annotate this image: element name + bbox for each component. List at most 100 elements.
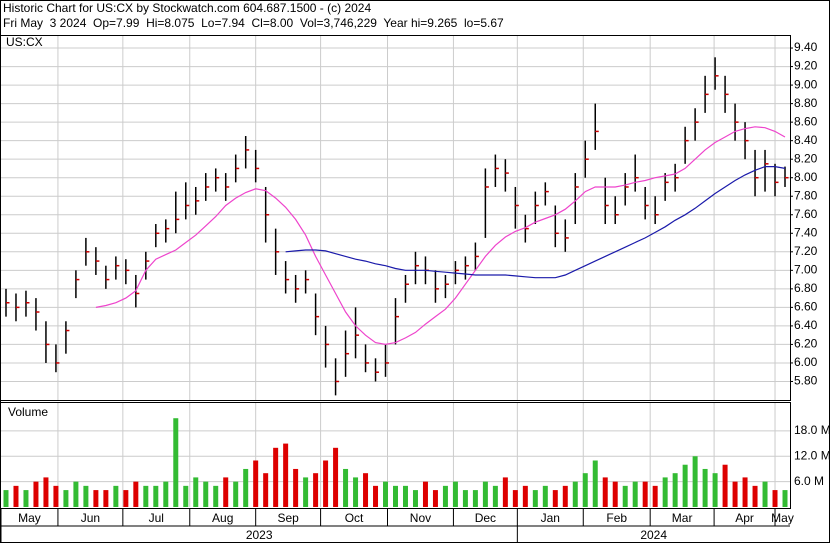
volume-bar <box>283 443 289 507</box>
volume-tick-label: 18.0 M <box>794 423 830 437</box>
y-tick-label: 7.60 <box>794 207 818 221</box>
volume-bar <box>383 481 389 507</box>
y-tick-label: 7.80 <box>794 188 818 202</box>
volume-bar <box>293 468 299 507</box>
volume-bar <box>662 477 668 507</box>
volume-panel <box>0 402 791 509</box>
volume-bar <box>153 485 159 507</box>
volume-bar <box>492 485 498 507</box>
volume-label: Volume <box>8 405 48 419</box>
volume-bar <box>552 490 558 507</box>
x-tick-label: Feb <box>606 511 627 525</box>
volume-bar <box>323 460 329 507</box>
y-tick-label: 8.00 <box>794 170 818 184</box>
y-tick-label: 6.40 <box>794 318 818 332</box>
volume-bar <box>622 485 628 507</box>
y-tick-label: 6.20 <box>794 337 818 351</box>
volume-tick-label: 6.0 M <box>794 474 824 488</box>
volume-bar <box>722 464 728 507</box>
y-tick-label: 8.80 <box>794 96 818 110</box>
volume-bar <box>442 485 448 507</box>
year-label: 2023 <box>246 528 273 542</box>
x-tick-label: Jun <box>81 511 100 525</box>
volume-bar <box>273 447 279 507</box>
y-tick-label: 6.80 <box>794 281 818 295</box>
x-tick-label: Jan <box>541 511 560 525</box>
volume-bar <box>672 473 678 507</box>
symbol-label: US:CX <box>6 35 43 49</box>
x-tick-label: May <box>18 511 41 525</box>
volume-bar <box>163 481 169 507</box>
volume-bar <box>472 490 478 507</box>
volume-bar <box>702 468 708 507</box>
volume-bar <box>642 481 648 507</box>
volume-bar <box>532 490 538 507</box>
volume-bar <box>452 481 458 507</box>
volume-bar <box>43 477 49 507</box>
volume-bar <box>223 477 229 507</box>
volume-bar <box>243 468 249 507</box>
y-tick-label: 7.00 <box>794 263 818 277</box>
volume-bar <box>502 477 508 507</box>
volume-bar <box>233 481 239 507</box>
y-tick-label: 6.00 <box>794 355 818 369</box>
volume-bar <box>542 485 548 507</box>
volume-bar <box>612 481 618 507</box>
y-tick-label: 7.40 <box>794 225 818 239</box>
volume-bar <box>692 456 698 507</box>
volume-bar <box>363 473 369 507</box>
volume-bar <box>393 485 398 507</box>
volume-bar <box>23 490 29 507</box>
volume-bar <box>193 477 199 507</box>
volume-tick-label: 12.0 M <box>794 448 830 462</box>
y-tick-label: 9.20 <box>794 59 818 73</box>
chart-title: Historic Chart for US:CX by Stockwatch.c… <box>3 1 371 15</box>
x-tick-label: Apr <box>735 511 754 525</box>
x-tick-label: Jul <box>149 511 164 525</box>
moving-average <box>285 166 786 279</box>
y-tick-label: 5.80 <box>794 374 818 388</box>
y-tick-label: 9.00 <box>794 77 818 91</box>
volume-bar <box>592 460 598 507</box>
year-label: 2024 <box>640 528 667 542</box>
volume-bar <box>602 477 608 507</box>
x-tick-label: May <box>771 511 794 525</box>
volume-bar <box>303 477 309 507</box>
y-tick-label: 8.40 <box>794 133 818 147</box>
volume-bar <box>482 481 488 507</box>
y-tick-label: 6.60 <box>794 300 818 314</box>
y-tick-label: 8.60 <box>794 114 818 128</box>
volume-bar <box>213 485 219 507</box>
x-tick-label: Sep <box>277 511 299 525</box>
volume-bar <box>263 473 269 507</box>
volume-bar <box>582 473 588 507</box>
volume-bar <box>512 490 518 507</box>
volume-bar <box>572 481 578 507</box>
y-tick-label: 9.40 <box>794 40 818 54</box>
volume-bar <box>133 481 139 507</box>
volume-bar <box>13 485 19 507</box>
volume-bar <box>103 490 109 507</box>
volume-bar <box>73 481 79 507</box>
volume-bar <box>522 485 528 507</box>
volume-bar <box>562 485 568 507</box>
volume-bar <box>712 473 718 507</box>
volume-bar <box>203 481 209 507</box>
volume-bar <box>373 485 379 507</box>
volume-bar <box>113 485 119 507</box>
volume-bar <box>682 464 688 507</box>
volume-bar <box>762 481 768 507</box>
chart-subtitle: Fri May 3 2024 Op=7.99 Hi=8.075 Lo=7.94 … <box>3 16 504 30</box>
volume-bar <box>422 481 428 507</box>
volume-bar <box>253 460 259 507</box>
y-tick-label: 8.20 <box>794 151 818 165</box>
x-tick-label: Oct <box>345 511 364 525</box>
volume-bar <box>173 418 179 507</box>
volume-bar <box>53 485 59 507</box>
x-tick-label: Aug <box>212 511 233 525</box>
volume-bar <box>632 481 638 507</box>
volume-bar <box>752 485 758 507</box>
y-tick-label: 7.20 <box>794 244 818 258</box>
volume-bar <box>83 485 89 507</box>
